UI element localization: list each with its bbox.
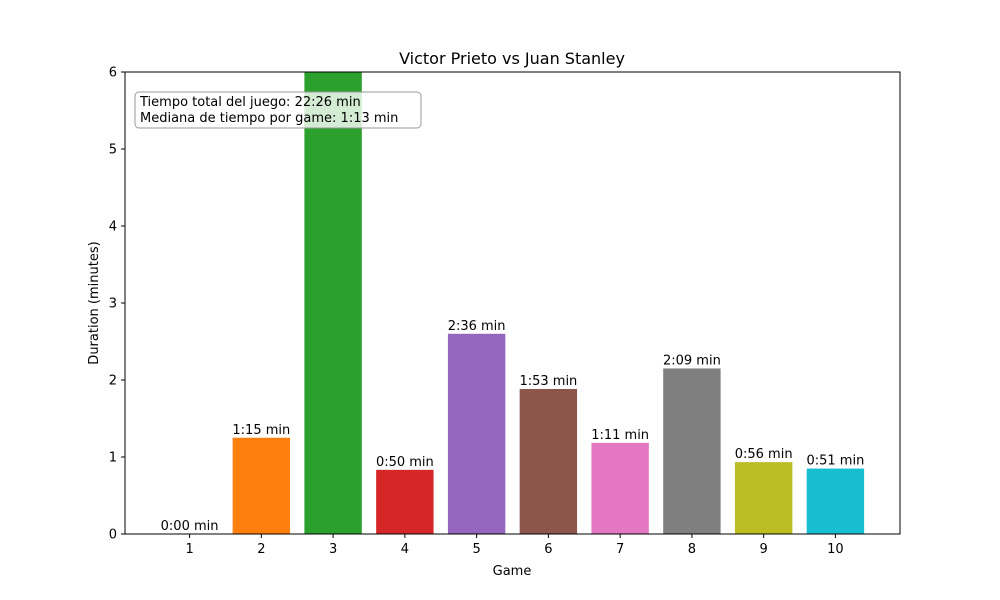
bar <box>304 72 362 534</box>
annotation-line: Tiempo total del juego: 22:26 min <box>139 95 361 110</box>
y-tick-label: 2 <box>109 374 117 389</box>
y-tick-label: 0 <box>109 528 117 543</box>
x-tick-label: 1 <box>185 542 193 557</box>
bar <box>734 462 793 534</box>
y-tick-label: 3 <box>109 297 117 312</box>
value-label: 2:36 min <box>448 319 506 334</box>
x-tick-label: 10 <box>827 542 844 557</box>
bar <box>447 333 506 534</box>
value-label: 0:51 min <box>806 454 864 469</box>
x-tick-label: 4 <box>401 542 409 557</box>
bars <box>232 72 865 534</box>
value-label: 0:56 min <box>735 447 793 462</box>
bar <box>663 368 721 534</box>
bar <box>232 437 291 534</box>
value-label: 1:11 min <box>591 428 649 443</box>
annotation-box <box>134 91 422 129</box>
chart-title: Victor Prieto vs Juan Stanley <box>399 49 625 68</box>
y-tick-label: 4 <box>109 220 117 235</box>
x-axis-label: Game <box>493 564 532 579</box>
y-tick-label: 6 <box>109 66 117 81</box>
annotation-line: Mediana de tiempo por game: 1:13 min <box>140 111 398 126</box>
x-tick-label: 7 <box>616 542 624 557</box>
bar <box>376 469 434 534</box>
x-tick-label: 5 <box>472 542 480 557</box>
x-tick-label: 6 <box>544 542 552 557</box>
x-tick-label: 3 <box>329 542 337 557</box>
y-tick-label: 1 <box>109 451 117 466</box>
y-axis-label: Duration (minutes) <box>87 241 102 364</box>
x-tick-label: 8 <box>688 542 696 557</box>
value-label: 1:15 min <box>232 423 290 438</box>
value-label: 2:09 min <box>663 353 721 368</box>
value-label: 0:00 min <box>161 519 219 534</box>
value-label: 0:50 min <box>376 455 434 470</box>
x-tick-label: 9 <box>760 542 768 557</box>
bar <box>806 468 865 534</box>
bar <box>519 388 578 534</box>
value-label: 1:53 min <box>519 374 577 389</box>
y-tick-label: 5 <box>109 143 117 158</box>
x-tick-label: 2 <box>257 542 265 557</box>
bar <box>591 442 649 534</box>
